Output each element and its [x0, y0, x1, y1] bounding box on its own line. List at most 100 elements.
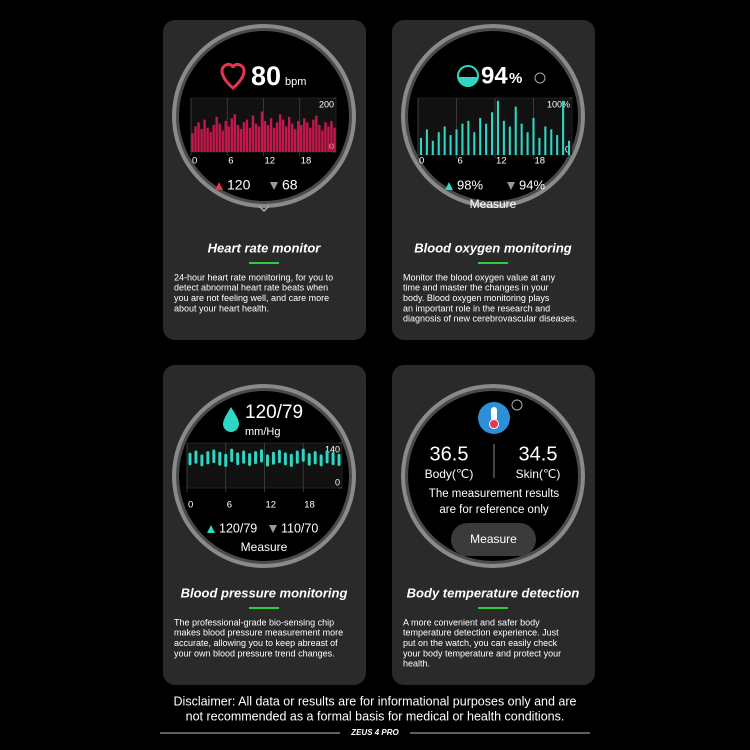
- up-arrow: [215, 182, 223, 190]
- bar: [290, 123, 294, 152]
- heart-icon: [220, 62, 246, 90]
- description-line: The professional-grade bio-sensing chip: [174, 617, 334, 627]
- bar: [272, 127, 276, 152]
- measure-label[interactable]: Measure: [470, 197, 517, 211]
- drop-icon: [223, 407, 239, 432]
- description-line: health.: [403, 659, 430, 669]
- bar: [191, 133, 194, 152]
- disclaimer-line: Disclaimer: All data or results are for …: [174, 694, 577, 708]
- stat-value: 110/70: [281, 521, 318, 535]
- bar: [532, 117, 535, 155]
- bar: [227, 126, 230, 152]
- x-tick-label: 18: [535, 156, 546, 167]
- measure-label[interactable]: Measure: [470, 532, 517, 546]
- bar: [419, 137, 422, 155]
- x-tick-label: 0: [188, 500, 193, 511]
- description-line: an important role in the research and: [403, 303, 550, 313]
- description-line: makes blood pressure measurement more: [174, 628, 343, 638]
- bar: [224, 120, 227, 152]
- brand: ZEUS 4 PRO: [350, 728, 399, 737]
- bar: [330, 120, 333, 152]
- bar: [467, 120, 470, 155]
- measure-button[interactable]: [451, 523, 536, 556]
- bar: [431, 140, 434, 155]
- x-tick-label: 12: [265, 156, 276, 167]
- down-arrow: [507, 182, 515, 190]
- bar: [300, 125, 303, 152]
- bar: [315, 115, 318, 152]
- bar: [239, 129, 243, 152]
- bar: [309, 127, 312, 152]
- y-tick-label: 0: [565, 144, 570, 154]
- bar: [508, 126, 511, 155]
- card: 36.5 Body(℃) 34.5 Skin(℃) The measurement re…: [392, 365, 595, 685]
- y-tick-label: 140: [325, 444, 340, 454]
- stat-value: 120: [227, 177, 251, 193]
- card-title: Blood pressure monitoring: [181, 585, 348, 600]
- description-line: A more convenient and safer body: [403, 617, 540, 627]
- thermometer-stem: [491, 407, 497, 421]
- note-line: The measurement results: [429, 488, 560, 500]
- bar: [266, 125, 270, 152]
- info-icon: [511, 399, 523, 411]
- note-line: are for reference only: [439, 504, 549, 516]
- bar: [194, 126, 197, 152]
- bar: [254, 123, 258, 152]
- watch-unit: mm/Hg: [245, 426, 280, 438]
- measure-label[interactable]: Measure: [241, 540, 288, 554]
- bar: [327, 126, 330, 152]
- chevron: [258, 205, 270, 213]
- down-arrow: [270, 182, 278, 190]
- card: 120/79 mm/Hg 0 6 12 18 140 0 120/79 110/70 Measure…: [163, 365, 366, 685]
- y-tick-label: 0: [335, 477, 340, 487]
- bar: [496, 100, 499, 155]
- x-tick-label: 18: [301, 156, 312, 167]
- description-line: detect abnormal heart rate beats when: [174, 283, 328, 293]
- bar: [443, 126, 446, 155]
- bar: [200, 129, 203, 152]
- description-line: Monitor the blood oxygen value at any: [403, 272, 556, 282]
- bar: [318, 125, 321, 152]
- down-arrow: [269, 525, 277, 533]
- description-line: your own blood pressure trend changes.: [174, 648, 335, 658]
- card-title: Body temperature detection: [407, 585, 580, 600]
- bar: [306, 122, 309, 152]
- bar: [333, 127, 336, 152]
- bar: [485, 123, 488, 155]
- watch-unit: %: [509, 70, 522, 87]
- description-line: 24-hour heart rate monitoring, for you t…: [174, 272, 333, 282]
- bar: [203, 119, 206, 152]
- bar: [520, 123, 523, 155]
- card: 80bpm061218200012068Heart rate monitor24…: [163, 20, 366, 340]
- bar: [287, 116, 291, 152]
- bar: [242, 122, 246, 152]
- bar: [514, 106, 517, 155]
- bar: [556, 135, 559, 155]
- bar: [230, 118, 233, 152]
- bar: [425, 129, 428, 155]
- card-title: Blood oxygen monitoring: [414, 240, 571, 255]
- bar: [297, 120, 300, 152]
- stat-value: 98%: [457, 177, 483, 192]
- bar: [278, 114, 282, 152]
- bar: [437, 132, 440, 155]
- x-tick-label: 0: [192, 156, 197, 167]
- bar: [544, 126, 547, 155]
- stat-value: 94%: [519, 177, 545, 192]
- description-line: you are not feeling well, and care more: [174, 293, 329, 303]
- bar: [260, 111, 264, 152]
- info-icon: [534, 72, 546, 84]
- bar: [215, 116, 218, 152]
- bar: [284, 126, 288, 152]
- bar: [449, 135, 452, 155]
- watch-value: 94: [481, 62, 508, 89]
- bar: [251, 115, 255, 152]
- watch-unit: bpm: [285, 76, 306, 88]
- card-title: Heart rate monitor: [208, 240, 322, 255]
- bar: [562, 100, 565, 155]
- bar: [221, 130, 224, 152]
- description-line: body. Blood oxygen monitoring plays: [403, 293, 550, 303]
- bar: [233, 114, 237, 152]
